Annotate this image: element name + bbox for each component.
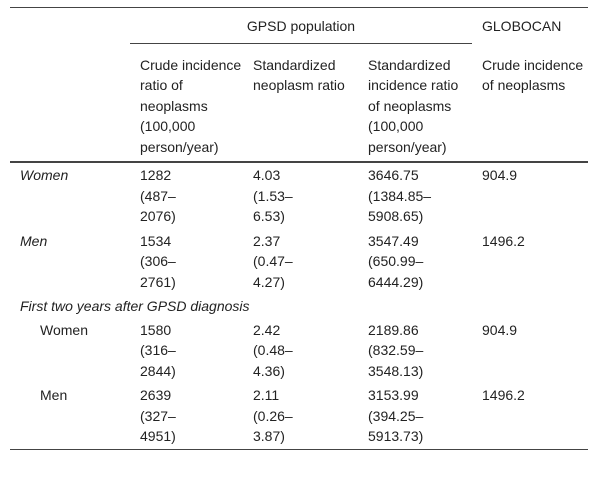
cell-value: 2.11 (0.26–3.87) [253,387,293,444]
cell-value: 1496.2 [482,232,525,249]
group-label: GLOBOCAN [482,18,562,34]
cell: 2.42 (0.48–4.36) [243,318,358,384]
column-header-row: Crude incidence ratio of neoplasms (100,… [10,49,588,163]
table-row: Men 2639 (327–4951) 2.11 (0.26–3.87) 3153.9… [10,383,588,449]
cell-value: 4.03 (1.53–6.53) [253,167,293,224]
table-row: Women 1282 (487–2076) 4.03 (1.53–6.53) 3646… [10,162,588,229]
cell: 2.37 (0.47–4.27) [243,229,358,295]
row-label: Men [20,232,48,249]
row-label: Women [40,321,88,338]
column-header: Standardized neoplasm ratio [243,49,358,163]
section-title: First two years after GPSD diagnosis [20,298,250,314]
cell-value: 2189.86 (832.59–3548.13) [368,321,424,379]
column-header: Crude incidence ratio of neoplasms (100,… [130,49,243,163]
cell: 1282 (487–2076) [130,162,243,229]
cell: 904.9 [472,162,588,229]
group-header-row: GPSD population GLOBOCAN [10,8,588,50]
column-header: Standardized incidence ratio of neoplasm… [358,49,472,163]
cell-value: 1534 (306–2761) [140,232,176,290]
cell-value: 3153.99 (394.25–5913.73) [368,387,424,444]
cell: 1496.2 [472,229,588,295]
cell-value: 2.42 (0.48–4.36) [253,321,293,379]
cell-value: 3547.49 (650.99–6444.29) [368,232,424,290]
group-label: GPSD population [130,16,472,44]
cell-value: 904.9 [482,321,518,338]
cell-value: 904.9 [482,167,518,183]
cell-value: 2.37 (0.47–4.27) [253,232,293,290]
cell: 3646.75 (1384.85–5908.65) [358,162,472,229]
data-table: GPSD population GLOBOCAN Crude incidence… [10,7,588,450]
cell-value: 1282 (487–2076) [140,167,176,224]
row-label: Men [40,387,68,403]
cell: 1496.2 [472,383,588,449]
section-row: First two years after GPSD diagnosis [10,294,588,318]
cell: 1534 (306–2761) [130,229,243,295]
cell-value: 3646.75 (1384.85–5908.65) [368,167,432,224]
cell: 1580 (316–2844) [130,318,243,384]
cell: 904.9 [472,318,588,384]
cell-value: 1496.2 [482,387,525,403]
cell: 2.11 (0.26–3.87) [243,383,358,449]
table-row: Women 1580 (316–2844) 2.42 (0.48–4.36) 2189… [10,318,588,384]
cell-value: 2639 (327–4951) [140,387,176,444]
column-header: Crude incidence of neoplasms [472,49,588,163]
row-label: Women [20,167,69,183]
cell: 3153.99 (394.25–5913.73) [358,383,472,449]
cell: 2189.86 (832.59–3548.13) [358,318,472,384]
cell-value: 1580 (316–2844) [140,321,176,379]
table-row: Men 1534 (306–2761) 2.37 (0.47–4.27) 3547.4… [10,229,588,295]
cell: 3547.49 (650.99–6444.29) [358,229,472,295]
cell: 2639 (327–4951) [130,383,243,449]
cell: 4.03 (1.53–6.53) [243,162,358,229]
